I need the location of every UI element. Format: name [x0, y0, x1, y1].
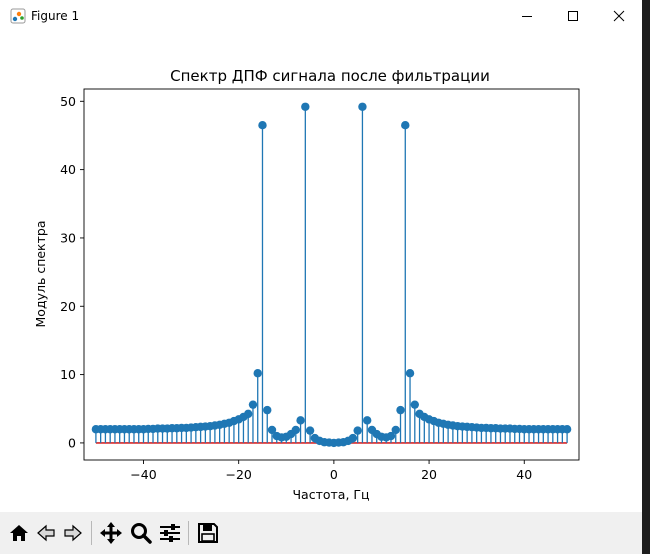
save-button[interactable]	[195, 520, 221, 546]
x-tick-label: −20	[225, 467, 251, 482]
figure-canvas[interactable]: Спектр ДПФ сигнала после фильтрации −40 −…	[0, 32, 642, 512]
window-title: Figure 1	[31, 9, 80, 23]
x-axis-label: Частота, Гц	[292, 487, 369, 502]
stem-marker	[258, 121, 267, 130]
stem-marker	[305, 426, 315, 435]
zoom-icon	[131, 523, 152, 544]
minimize-button[interactable]	[504, 0, 550, 32]
close-icon	[613, 10, 625, 22]
maximize-button[interactable]	[550, 0, 596, 32]
stem-marker	[401, 121, 410, 130]
maximize-icon	[568, 11, 578, 21]
navigation-toolbar	[0, 512, 642, 554]
stem-marker	[263, 405, 272, 415]
stem-marker	[296, 416, 305, 425]
stem-marker	[358, 102, 367, 111]
y-axis-label: Модуль спектра	[33, 221, 48, 328]
y-tick-label: 30	[60, 230, 76, 245]
forward-button[interactable]	[60, 520, 86, 546]
axes-frame	[83, 88, 580, 461]
y-tick-label: 50	[60, 94, 76, 109]
stem-marker	[410, 400, 419, 409]
stem-marker	[396, 405, 405, 415]
stem-marker	[244, 409, 253, 419]
window-edge	[642, 0, 650, 554]
stem-marker	[405, 369, 415, 378]
stem-marker	[253, 369, 262, 378]
zoom-button[interactable]	[128, 520, 154, 546]
pan-button[interactable]	[98, 520, 124, 546]
stem-marker	[248, 400, 258, 409]
back-button[interactable]	[33, 520, 59, 546]
back-arrow-icon	[37, 524, 55, 542]
save-icon	[198, 523, 218, 543]
stem-marker	[301, 102, 310, 111]
stem-marker	[391, 425, 400, 435]
close-button[interactable]	[596, 0, 642, 32]
toolbar-separator	[91, 521, 92, 545]
y-tick-label: 40	[60, 162, 76, 177]
chart-title: Спектр ДПФ сигнала после фильтрации	[170, 67, 490, 85]
stem-marker	[267, 425, 277, 435]
x-tick-label: −40	[130, 467, 156, 482]
toolbar-separator	[188, 521, 189, 545]
stem-marker	[362, 416, 372, 425]
stem-marker	[291, 425, 301, 435]
configure-subplots-button[interactable]	[157, 520, 183, 546]
home-icon	[10, 525, 28, 541]
x-tick-label: 40	[516, 467, 532, 482]
stem-marker	[386, 431, 396, 441]
window-titlebar: Figure 1	[0, 0, 650, 32]
x-tick-label: 0	[330, 467, 338, 482]
home-button[interactable]	[6, 520, 32, 546]
y-tick-label: 20	[60, 299, 76, 314]
y-tick-label: 0	[68, 435, 76, 450]
forward-arrow-icon	[64, 524, 82, 542]
stem-marker	[353, 426, 362, 435]
stem-chart: Спектр ДПФ сигнала после фильтрации −40 −…	[33, 67, 580, 502]
minimize-icon	[522, 16, 532, 17]
figure-app-icon	[10, 8, 26, 24]
y-tick-label: 10	[60, 367, 76, 382]
stem-marker	[348, 433, 358, 443]
stem-marker	[562, 425, 572, 434]
x-tick-label: 20	[421, 467, 437, 482]
pan-icon	[100, 522, 122, 544]
configure-subplots-icon	[160, 524, 180, 542]
